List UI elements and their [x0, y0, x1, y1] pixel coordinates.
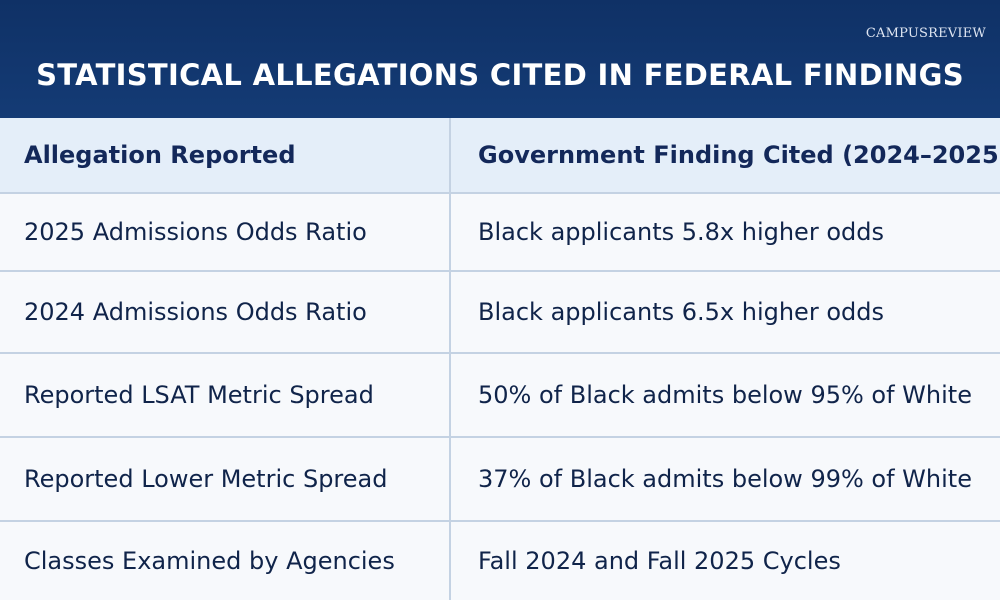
- column-header-allegation: Allegation Reported: [24, 141, 296, 169]
- allegation-cell: Classes Examined by Agencies: [24, 547, 395, 575]
- finding-cell: Fall 2024 and Fall 2025 Cycles: [478, 547, 841, 575]
- table-row: Reported Lower Metric Spread 37% of Blac…: [0, 438, 1000, 522]
- findings-table: Allegation Reported Government Finding C…: [0, 118, 1000, 600]
- column-header-finding: Government Finding Cited (2024–2025): [478, 141, 1000, 169]
- column-divider: [449, 118, 451, 600]
- brand-logo: CAMPUSREVIEW: [865, 26, 986, 41]
- allegation-cell: 2024 Admissions Odds Ratio: [24, 298, 367, 326]
- page-title: STATISTICAL ALLEGATIONS CITED IN FEDERAL…: [36, 58, 964, 92]
- finding-cell: 37% of Black admits below 99% of White: [478, 465, 972, 493]
- table-row: 2025 Admissions Odds Ratio Black applica…: [0, 194, 1000, 272]
- table-row: Classes Examined by Agencies Fall 2024 a…: [0, 522, 1000, 600]
- table-row: Reported LSAT Metric Spread 50% of Black…: [0, 354, 1000, 438]
- finding-cell: 50% of Black admits below 95% of White: [478, 381, 972, 409]
- allegation-cell: Reported LSAT Metric Spread: [24, 381, 374, 409]
- finding-cell: Black applicants 6.5x higher odds: [478, 298, 884, 326]
- header-banner: CAMPUSREVIEW STATISTICAL ALLEGATIONS CIT…: [0, 0, 1000, 118]
- allegation-cell: Reported Lower Metric Spread: [24, 465, 388, 493]
- table-row: 2024 Admissions Odds Ratio Black applica…: [0, 272, 1000, 354]
- finding-cell: Black applicants 5.8x higher odds: [478, 218, 884, 246]
- table-header-row: Allegation Reported Government Finding C…: [0, 118, 1000, 194]
- allegation-cell: 2025 Admissions Odds Ratio: [24, 218, 367, 246]
